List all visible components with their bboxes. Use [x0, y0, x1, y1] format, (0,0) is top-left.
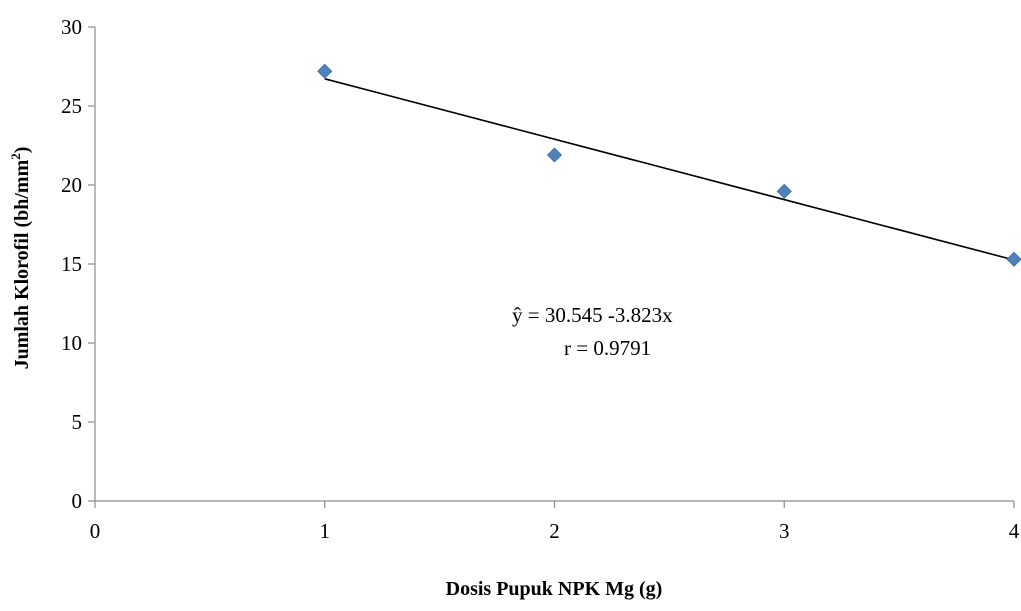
x-tick-label: 1: [320, 519, 331, 543]
x-tick-label: 2: [549, 519, 560, 543]
y-tick-label: 25: [61, 94, 82, 118]
y-tick-label: 5: [72, 410, 83, 434]
trendline: [324, 78, 1015, 261]
data-points: [317, 63, 1021, 267]
equation-annotation: ŷ = 30.545 -3.823x: [512, 303, 673, 327]
data-point-marker: [317, 63, 333, 79]
y-tick-label: 20: [61, 173, 82, 197]
x-tick-label: 4: [1009, 519, 1020, 543]
y-tick-label: 10: [61, 331, 82, 355]
trendline-group: [324, 78, 1015, 261]
y-axis-title: Jumlah Klorofil (bh/mm2): [8, 147, 33, 370]
data-point-marker: [546, 147, 563, 163]
x-axis-title: Dosis Pupuk NPK Mg (g): [446, 578, 663, 600]
y-tick-label: 15: [61, 252, 82, 276]
data-point-marker: [776, 183, 792, 199]
data-point-marker: [1006, 251, 1021, 267]
x-tick-label: 0: [90, 519, 101, 543]
correlation-annotation: r = 0.9791: [564, 336, 651, 360]
x-tick-label: 3: [779, 519, 790, 543]
y-tick-label: 30: [61, 15, 82, 39]
axes: 0 5 10 15 20 25 30 0 1 2 3 4: [61, 15, 1020, 543]
y-tick-label: 0: [72, 489, 83, 513]
